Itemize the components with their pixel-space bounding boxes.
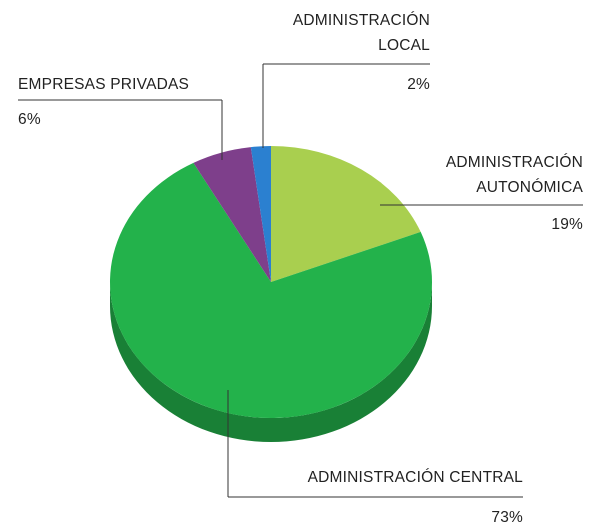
slice-label: ADMINISTRACIÓN LOCAL xyxy=(292,12,430,54)
slice xyxy=(110,162,433,418)
slice xyxy=(271,146,421,282)
slice-side xyxy=(110,282,432,442)
slice-label: ADMINISTRACIÓN CENTRAL xyxy=(307,469,523,486)
slice-value-label: 73% xyxy=(491,509,523,526)
slice-value-label: 2% xyxy=(407,76,430,93)
slice-value-label: 19% xyxy=(551,216,583,233)
slice-label: ADMINISTRACIÓN AUTONÓMICA xyxy=(445,154,583,196)
slice xyxy=(250,146,271,282)
slice xyxy=(193,147,271,282)
slice-value-label: 6% xyxy=(18,111,41,128)
slice-label: EMPRESAS PRIVADAS xyxy=(18,76,190,93)
